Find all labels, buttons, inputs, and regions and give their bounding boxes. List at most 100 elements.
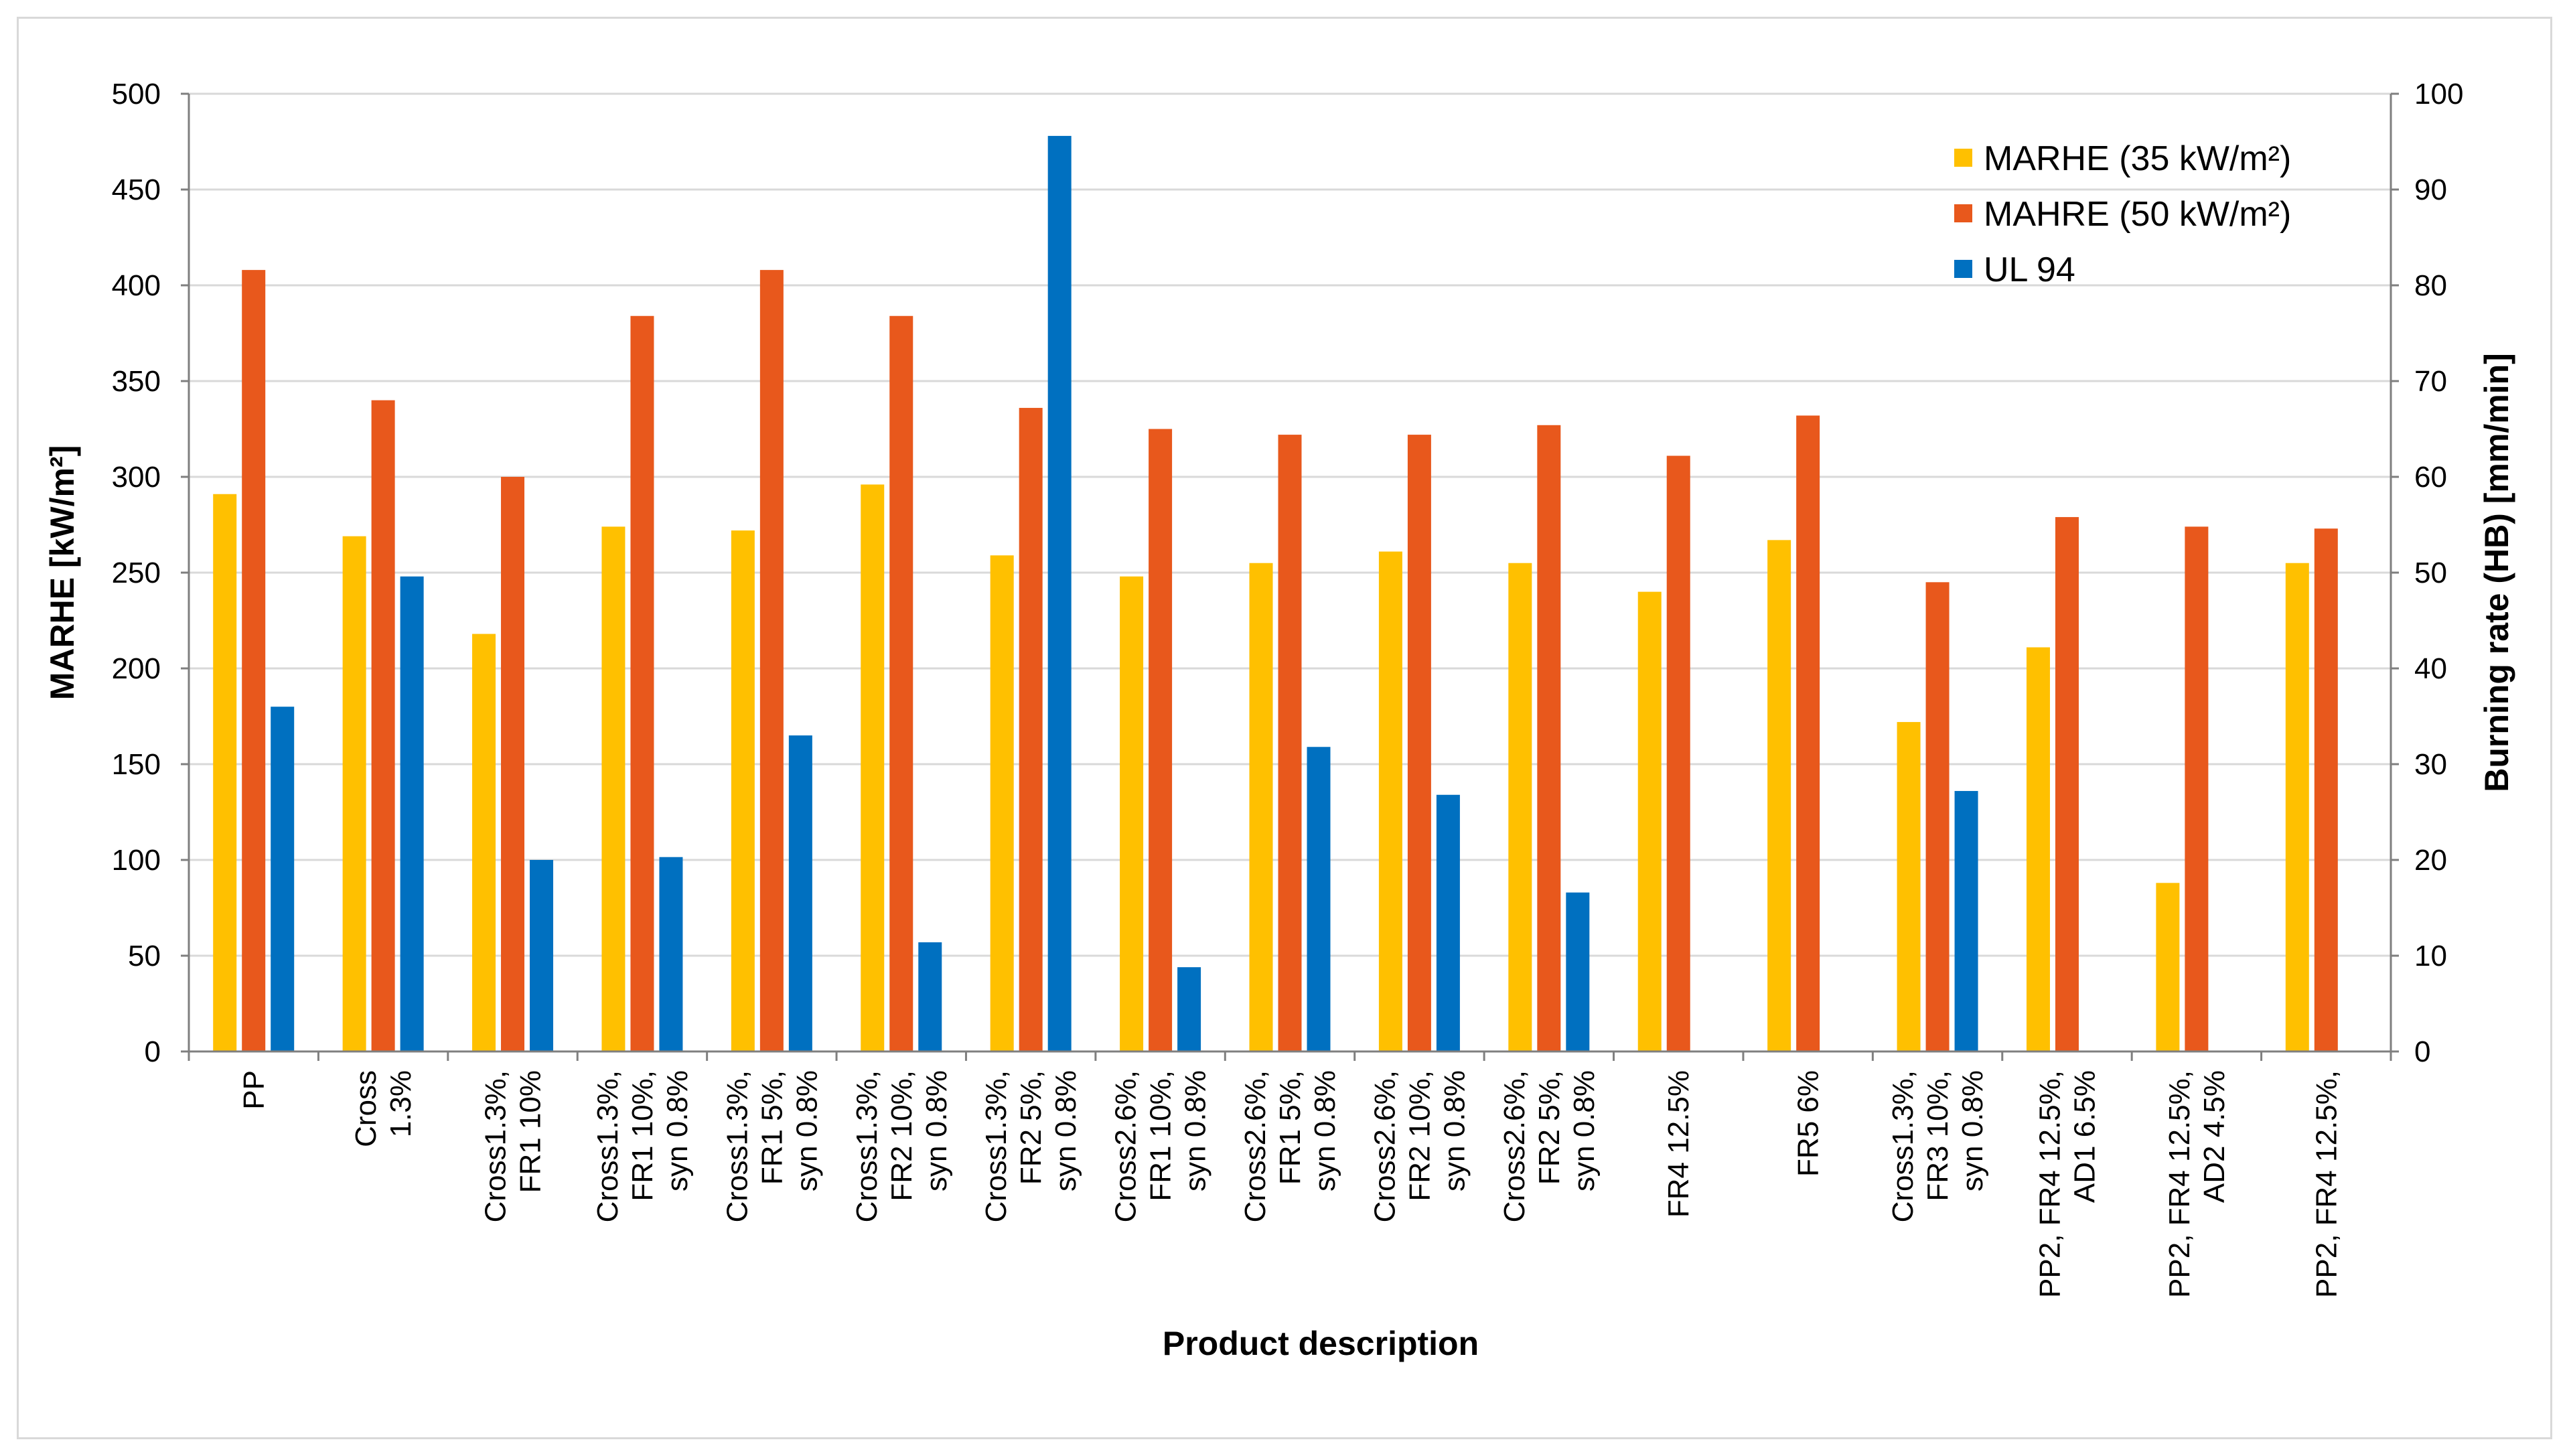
category-labels: PP Cross 1.3% Cross1.3%, FR1 10% Cross1.3%, FR…	[238, 1070, 2343, 1298]
category-label-line: FR2 5%,	[1015, 1070, 1047, 1185]
category-label-line: Cross1.3%,	[980, 1070, 1013, 1222]
category-label-line: Cross1.3%,	[851, 1070, 883, 1222]
bar-marhe	[1378, 551, 1402, 1051]
legend-label-marhe: MARHE (35 kW/m²)	[1984, 139, 2291, 178]
y2-tick-label: 80	[2414, 269, 2447, 302]
y2-tick-label: 60	[2414, 461, 2447, 494]
y2-tick-label: 20	[2414, 844, 2447, 877]
category-label-line: syn 0.8%	[1438, 1070, 1471, 1191]
category-label-line: Cross1.3%,	[1887, 1070, 1919, 1222]
y-tick-label: 100	[112, 844, 161, 877]
bar-marhe	[213, 494, 237, 1051]
category-label-line: syn 0.8%	[790, 1070, 823, 1191]
bar-ul94	[1307, 747, 1331, 1051]
category-label: PP2, FR4 12.5%, AD2 4.5%	[2163, 1070, 2231, 1298]
y2-tick-label: 50	[2414, 557, 2447, 589]
bar-marhe	[861, 484, 885, 1051]
bar-mahre	[630, 315, 654, 1051]
category-label: FR5 6%	[1792, 1070, 1825, 1177]
legend-label-ul94: UL 94	[1984, 250, 2075, 289]
bar-ul94	[1566, 892, 1590, 1051]
bar-ul94	[400, 576, 424, 1051]
category-label: FR4 12.5%	[1662, 1070, 1695, 1218]
bar-ul94	[788, 735, 812, 1051]
bar-mahre	[889, 315, 913, 1051]
category-label-line: FR2 5%,	[1533, 1070, 1566, 1185]
category-label-line: Cross2.6%,	[1498, 1070, 1531, 1222]
category-label: Cross1.3%, FR3 10%, syn 0.8%	[1887, 1070, 1989, 1222]
bar-mahre	[242, 270, 266, 1051]
bar-marhe	[2026, 647, 2050, 1051]
bar-ul94	[1177, 967, 1201, 1051]
y-tick-label: 450	[112, 173, 161, 206]
bar-marhe	[1120, 576, 1144, 1051]
category-label-line: FR4 12.5%	[1662, 1070, 1695, 1218]
bar-mahre	[2314, 528, 2338, 1051]
category-label-line: FR1 10%,	[1145, 1070, 1177, 1202]
y2-tick-label: 40	[2414, 652, 2447, 685]
y-tick-label: 500	[112, 78, 161, 111]
legend-label-mahre: MAHRE (50 kW/m²)	[1984, 195, 2291, 234]
category-label-line: syn 0.8%	[661, 1070, 694, 1191]
chart-frame	[17, 17, 2552, 1439]
category-label-line: syn 0.8%	[1309, 1070, 1341, 1191]
bar-mahre	[1796, 415, 1820, 1051]
category-label-line: FR1 10%,	[626, 1070, 659, 1202]
category-label-line: syn 0.8%	[1956, 1070, 1989, 1191]
y2-axis-title: Burning rate (HB) [mm/min]	[2478, 353, 2515, 792]
category-label: Cross2.6%, FR1 10%, syn 0.8%	[1110, 1070, 1212, 1222]
legend-swatch-mahre	[1954, 204, 1972, 222]
bar-mahre	[2055, 517, 2079, 1051]
bar-marhe	[601, 526, 626, 1051]
y-tick-label: 200	[112, 652, 161, 685]
bar-ul94	[1436, 794, 1460, 1051]
category-label-line: PP	[238, 1070, 271, 1110]
category-label: Cross1.3%, FR1 5%, syn 0.8%	[721, 1070, 823, 1222]
category-label: Cross1.3%, FR1 10%, syn 0.8%	[591, 1070, 694, 1222]
category-label: PP	[238, 1070, 271, 1110]
category-label: Cross 1.3%	[350, 1070, 417, 1147]
bar-ul94	[659, 857, 683, 1051]
category-label-line: Cross2.6%,	[1239, 1070, 1272, 1222]
gridlines	[189, 92, 2391, 957]
category-label: Cross1.3%, FR2 10%, syn 0.8%	[851, 1070, 953, 1222]
bar-mahre	[501, 477, 525, 1051]
bar-ul94	[1047, 135, 1072, 1051]
bar-marhe	[2156, 883, 2180, 1051]
category-label-line: AD2 4.5%	[2198, 1070, 2231, 1203]
category-label-line: PP2, FR4 12.5%,	[2033, 1070, 2066, 1298]
bar-marhe	[1767, 540, 1791, 1051]
bar-marhe	[342, 536, 366, 1051]
bar-mahre	[1278, 435, 1302, 1051]
category-label: Cross2.6%, FR2 5%, syn 0.8%	[1498, 1070, 1601, 1222]
bar-marhe	[990, 555, 1014, 1051]
category-label-line: Cross1.3%,	[721, 1070, 753, 1222]
bar-marhe	[472, 634, 496, 1051]
y2-tick-label: 90	[2414, 173, 2447, 206]
y-tick-label: 300	[112, 461, 161, 494]
category-label-line: PP2, FR4 12.5%,	[2310, 1070, 2343, 1298]
bar-marhe	[731, 530, 755, 1051]
bar-mahre	[1019, 408, 1043, 1051]
category-label-line: syn 0.8%	[1049, 1070, 1082, 1191]
category-label: PP2, FR4 12.5%,	[2310, 1070, 2343, 1298]
y-tick-label: 50	[128, 940, 161, 972]
category-label-line: Cross2.6%,	[1368, 1070, 1401, 1222]
y-tick-label: 350	[112, 365, 161, 398]
category-label-line: PP2, FR4 12.5%,	[2163, 1070, 2196, 1298]
category-label-line: AD1 6.5%	[2068, 1070, 2101, 1203]
y-tick-label: 0	[145, 1035, 161, 1068]
category-label-line: syn 0.8%	[920, 1070, 953, 1191]
category-label-line: FR1 5%,	[755, 1070, 788, 1185]
bar-marhe	[1637, 591, 1662, 1051]
y-tick-label: 150	[112, 748, 161, 781]
y-tick-label: 400	[112, 269, 161, 302]
bar-ul94	[918, 942, 942, 1051]
category-label: Cross2.6%, FR1 5%, syn 0.8%	[1239, 1070, 1341, 1222]
y2-tick-label: 10	[2414, 940, 2447, 972]
category-label-line: syn 0.8%	[1179, 1070, 1212, 1191]
category-label-line: FR3 10%,	[1921, 1070, 1954, 1202]
bar-marhe	[1508, 563, 1532, 1051]
bar-mahre	[371, 400, 395, 1051]
